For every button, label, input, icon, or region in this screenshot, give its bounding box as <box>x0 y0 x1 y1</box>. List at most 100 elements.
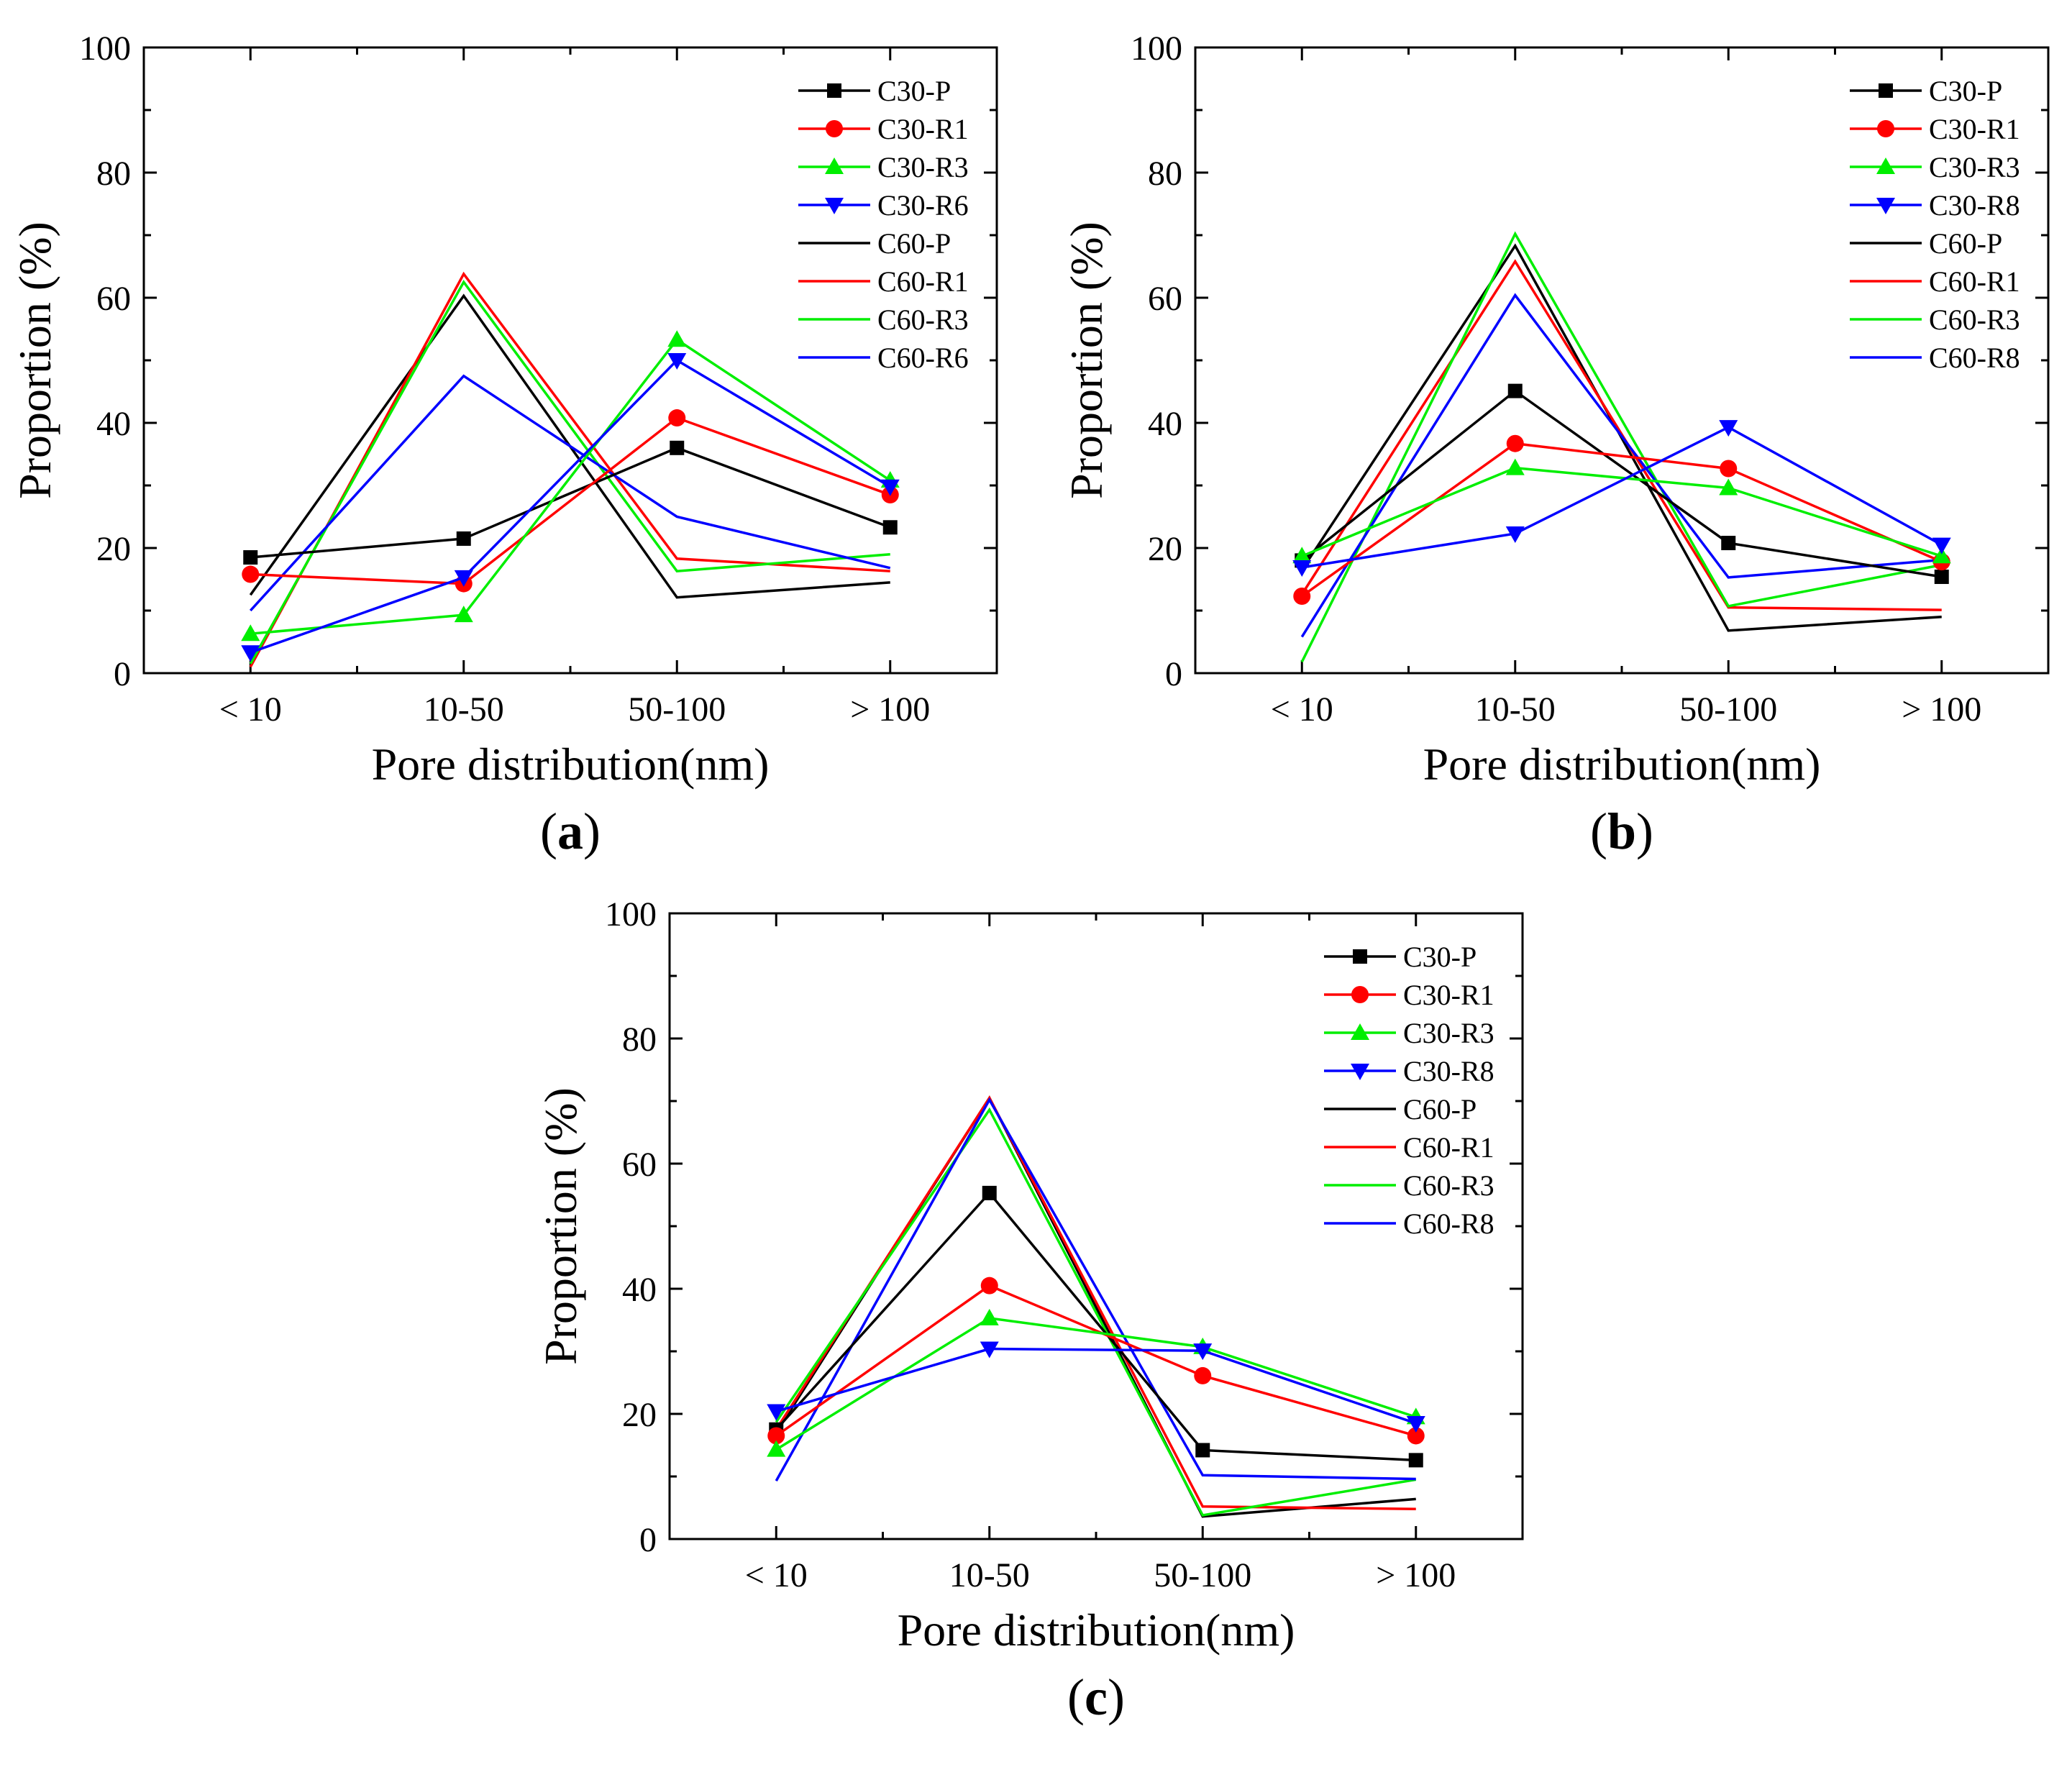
series-line <box>775 1095 1416 1510</box>
y-tick-label: 20 <box>622 1396 657 1434</box>
x-tick-label: < 10 <box>1271 690 1333 729</box>
chart-panel-b: 0 20 40 60 80 100 < 10 10-50 50-100 > 100 Pore dis… <box>1061 29 2050 860</box>
legend-item: C60-R3 <box>1324 1169 1494 1202</box>
series-C30-P <box>243 440 898 565</box>
y-tick-label: 40 <box>96 405 131 443</box>
legend-label: C30-R8 <box>1929 189 2020 222</box>
data-point <box>982 1185 997 1200</box>
x-tick-label: 50-100 <box>1679 690 1777 729</box>
legend-label: C60-R6 <box>877 342 969 374</box>
legend-label: C60-R8 <box>1929 342 2020 374</box>
y-tick-label: 40 <box>1148 405 1182 443</box>
series-C30-P <box>769 1185 1423 1468</box>
legend-item: C60-R1 <box>798 265 969 298</box>
series-line <box>775 1347 1417 1425</box>
y-tick-label: 40 <box>622 1271 657 1309</box>
series-C60-R1 <box>775 1095 1416 1510</box>
data-point <box>667 353 687 370</box>
legend-label: C30-P <box>877 75 951 107</box>
series-C30-R3 <box>1292 458 1951 564</box>
legend-item: C30-R8 <box>1850 189 2020 222</box>
legend-marker <box>1351 1023 1369 1040</box>
data-point <box>980 1341 999 1359</box>
data-point <box>1719 478 1738 496</box>
legend-label: C60-R1 <box>1403 1131 1494 1164</box>
legend-item: C30-R6 <box>798 189 969 222</box>
legend-label: C30-R3 <box>1929 151 2020 183</box>
y-tick-label: 100 <box>1131 29 1182 68</box>
data-point <box>1720 460 1738 478</box>
legend-item: C60-R8 <box>1850 342 2020 374</box>
series-C60-R3 <box>1300 231 1943 663</box>
data-point <box>1721 536 1736 551</box>
data-point <box>1507 383 1523 398</box>
data-point <box>243 550 258 565</box>
series-line <box>1301 389 1943 578</box>
data-point <box>241 624 260 641</box>
series-line <box>1301 466 1943 557</box>
legend-marker <box>1353 949 1367 964</box>
series-line <box>1300 231 1943 663</box>
x-axis-title: Pore distribution(nm) <box>372 739 770 790</box>
legend-label: C60-R1 <box>1929 265 2020 298</box>
legend-label: C30-R8 <box>1403 1055 1494 1087</box>
y-tick-label: 80 <box>622 1021 657 1059</box>
y-tick-label: 0 <box>1165 655 1182 693</box>
data-point <box>1406 1416 1425 1433</box>
panel-label: (b) <box>1590 803 1653 860</box>
data-point <box>1408 1453 1423 1468</box>
legend-item: C60-R6 <box>798 342 969 374</box>
x-axis-title: Pore distribution(nm) <box>898 1604 1295 1656</box>
data-point <box>241 645 260 662</box>
legend-item: C60-R3 <box>798 303 969 336</box>
series-C60-R3 <box>775 1107 1417 1517</box>
y-tick-label: 60 <box>96 280 131 318</box>
y-tick-label: 100 <box>605 895 657 933</box>
plot-frame <box>1194 46 2050 675</box>
data-point <box>882 520 898 535</box>
x-tick-label: 50-100 <box>628 690 726 729</box>
series-line <box>250 337 891 635</box>
x-tick-label: 10-50 <box>949 1556 1030 1594</box>
legend-item: C60-R8 <box>1324 1207 1494 1240</box>
y-tick-label: 100 <box>79 29 131 68</box>
y-axis-title: Proportion (%) <box>1061 222 1112 499</box>
y-axis-title: Proportion (%) <box>535 1087 586 1365</box>
panel-label: (c) <box>1067 1668 1125 1726</box>
y-tick-label: 60 <box>622 1146 657 1184</box>
x-axis-title: Pore distribution(nm) <box>1423 739 1821 790</box>
legend: C30-P C30-R1 C30-R3 C30-R8 C60-P C60-R1 C60-R3… <box>1850 75 2020 374</box>
legend-item: C30-R1 <box>798 113 969 145</box>
series-line <box>249 374 891 612</box>
x-tick-label: > 100 <box>1376 1556 1456 1594</box>
legend-item: C30-R1 <box>1850 113 2020 145</box>
series-line <box>775 1317 1417 1451</box>
series-line <box>249 280 890 665</box>
data-point <box>1932 537 1951 554</box>
legend-item: C30-P <box>798 75 951 107</box>
y-tick-label: 20 <box>1148 530 1182 568</box>
x-tick-label: < 10 <box>219 690 282 729</box>
legend-label: C60-P <box>1403 1093 1477 1126</box>
legend-item: C60-P <box>1850 227 2002 260</box>
plot-frame <box>142 46 998 675</box>
data-point <box>767 1427 785 1445</box>
y-tick-label: 0 <box>639 1521 657 1559</box>
legend-label: C30-R1 <box>1929 113 2020 145</box>
legend-marker <box>1879 83 1893 98</box>
data-point <box>456 531 471 546</box>
y-tick-label: 80 <box>96 155 131 193</box>
legend-item: C30-R3 <box>1324 1017 1494 1049</box>
legend-label: C30-R1 <box>1403 979 1494 1011</box>
series-C30-R1 <box>767 1277 1425 1445</box>
series-line <box>1301 426 1943 569</box>
series-C60-R6 <box>249 374 891 612</box>
x-tick-label: 50-100 <box>1154 1556 1251 1594</box>
data-point <box>454 570 473 587</box>
legend-label: C30-R1 <box>877 113 969 145</box>
data-point <box>1932 547 1951 564</box>
data-point <box>1719 420 1738 437</box>
legend-marker <box>825 198 844 214</box>
data-point <box>670 440 685 455</box>
data-point <box>1407 1427 1425 1445</box>
